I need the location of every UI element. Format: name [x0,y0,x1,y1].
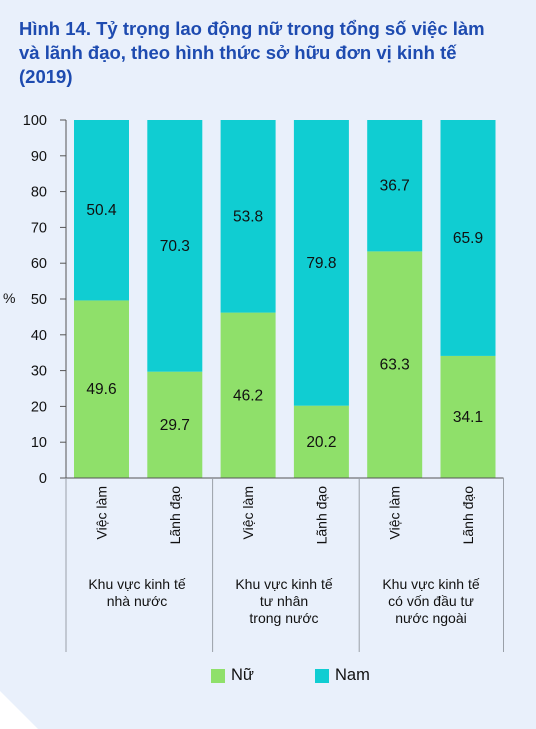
bar-segment-nu [74,300,129,478]
legend-label-nam: Nam [335,666,370,684]
bar-segment-nu [367,251,423,478]
data-label-nu: 34.1 [453,409,483,426]
y-tick-label: 10 [31,435,47,451]
group-label-foreign: Khu vực kinh tế có vốn đầu tư nước ngoài [382,576,480,626]
data-label-nu: 63.3 [380,357,410,374]
bar-segment-nam [440,120,496,356]
data-label-nam: 50.4 [86,202,117,219]
legend-swatch-nu [211,668,225,683]
data-label-nam: 53.8 [233,208,263,225]
y-tick-label: 70 [31,220,47,236]
legend-label-nu: Nữ [231,666,254,684]
legend-item-nu: Nữ [211,666,254,685]
data-label-nu: 29.7 [160,417,190,434]
y-tick-label: 60 [31,256,47,272]
bar-segment-nam [367,120,423,252]
group-label-private: Khu vực kinh tế tư nhân trong nước [235,576,333,626]
group-label-state: Khu vực kinh tế nhà nước [88,576,186,609]
bar-segment-nam [147,120,203,372]
y-tick-label: 20 [31,399,47,415]
bar-segment-nu [147,371,203,478]
data-label-nu: 46.2 [233,387,263,404]
bar-segment-nu [220,312,276,478]
category-tick-label: Lãnh đạo [460,486,476,545]
y-tick-label: 90 [31,149,47,165]
data-label-nu: 49.6 [86,381,116,398]
data-label-nam: 79.8 [306,255,336,272]
bar-segment-nam [220,120,276,313]
bar-segment-nu [440,355,496,478]
data-label-nam: 70.3 [160,238,190,255]
bar-segment-nam [293,120,349,406]
bar-segment-nu [293,405,349,478]
category-tick-label: Lãnh đạo [313,486,329,545]
category-tick-label: Việc làm [387,486,403,539]
data-label-nam: 36.7 [380,178,410,195]
bar-segment-nam [74,120,129,301]
y-tick-label: 0 [39,471,47,487]
category-tick-label: Việc làm [240,486,256,539]
y-tick-label: 50 [31,292,47,308]
category-tick-label: Việc làm [94,486,110,539]
y-tick-label: 80 [31,185,47,201]
data-label-nam: 65.9 [453,230,483,247]
y-tick-label: 40 [31,328,47,344]
legend-swatch-nam [315,668,329,683]
chart-title: Hình 14. Tỷ trọng lao động nữ trong tổng… [19,18,485,87]
data-label-nu: 20.2 [306,434,336,451]
y-tick-label: 100 [23,113,47,129]
legend-item-nam: Nam [315,666,370,685]
y-axis-label: % [3,290,16,306]
category-tick-label: Lãnh đạo [167,486,183,545]
panel-corner-cut [0,691,38,729]
y-tick-label: 30 [31,364,47,380]
